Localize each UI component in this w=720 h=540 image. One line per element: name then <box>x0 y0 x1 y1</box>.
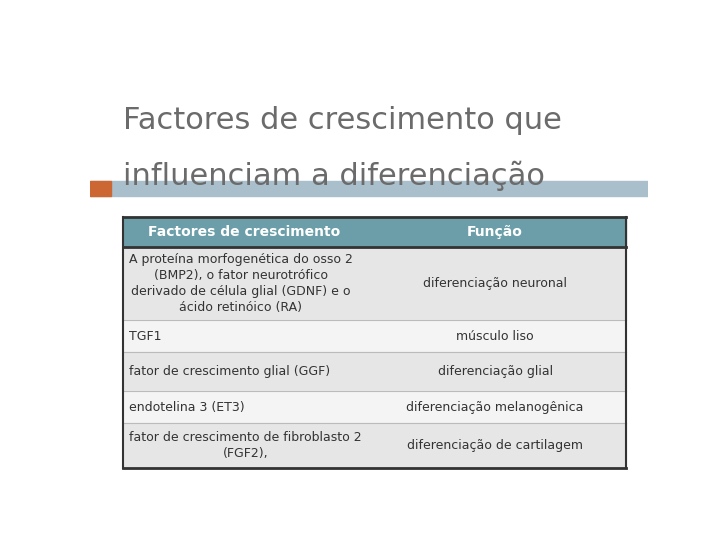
Text: músculo liso: músculo liso <box>456 330 534 343</box>
Bar <box>90 181 111 196</box>
Text: diferenciação melanogênica: diferenciação melanogênica <box>406 401 584 414</box>
Bar <box>124 353 626 391</box>
Text: Factores de crescimento que: Factores de crescimento que <box>124 106 562 136</box>
Text: diferenciação de cartilagem: diferenciação de cartilagem <box>407 439 583 452</box>
Text: TGF1: TGF1 <box>129 330 161 343</box>
Bar <box>124 320 626 353</box>
Bar <box>124 423 626 468</box>
Text: Factores de crescimento: Factores de crescimento <box>148 225 340 239</box>
Bar <box>90 181 648 196</box>
Text: A proteína morfogenética do osso 2
(BMP2), o fator neurotrófico
derivado de célu: A proteína morfogenética do osso 2 (BMP2… <box>129 253 353 314</box>
Bar <box>124 246 626 320</box>
Bar <box>124 391 626 423</box>
Text: endotelina 3 (ET3): endotelina 3 (ET3) <box>129 401 245 414</box>
Text: diferenciação glial: diferenciação glial <box>438 365 553 378</box>
Text: diferenciação neuronal: diferenciação neuronal <box>423 277 567 290</box>
Text: fator de crescimento glial (GGF): fator de crescimento glial (GGF) <box>129 365 330 378</box>
Bar <box>124 217 626 246</box>
Text: Função: Função <box>467 225 523 239</box>
Text: fator de crescimento de fibroblasto 2
(FGF2),: fator de crescimento de fibroblasto 2 (F… <box>129 431 361 460</box>
Text: influenciam a diferenciação: influenciam a diferenciação <box>124 160 545 191</box>
